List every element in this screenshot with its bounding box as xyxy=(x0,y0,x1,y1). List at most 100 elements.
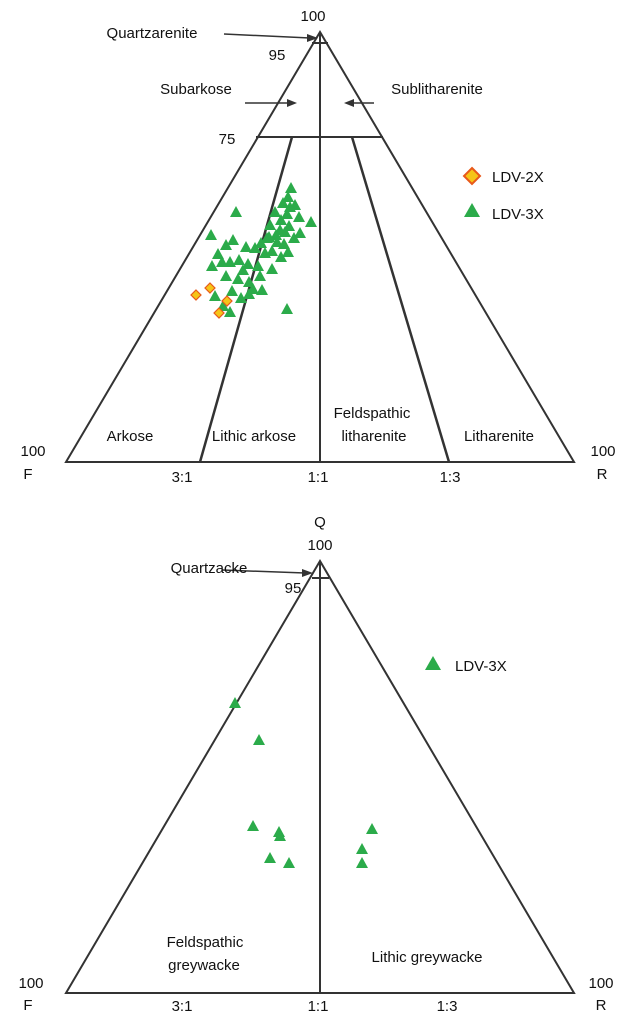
ldv-3x-marker xyxy=(205,229,217,240)
ldv-3x-marker xyxy=(235,292,247,303)
ldv-3x-marker xyxy=(220,270,232,281)
field-lithic-arkose: Lithic arkose xyxy=(212,428,296,445)
ldv-3x-marker xyxy=(366,823,378,834)
ternary-diagram-qfr-greywacke: Q 100 95 Quartzacke Feldspathic greywack… xyxy=(18,514,613,1015)
quartzarenite-label: Quartzarenite xyxy=(107,25,198,42)
ldv-3x-marker xyxy=(282,246,294,257)
legend-marker-ldv-2x xyxy=(462,166,482,186)
line-1-3 xyxy=(350,136,451,463)
field-lithic-greywacke: Lithic greywacke xyxy=(372,949,483,966)
ldv-3x-marker xyxy=(278,238,290,249)
ldv-3x-marker xyxy=(305,216,317,227)
right-corner-value: 100 xyxy=(588,975,613,992)
base-tick-1-3: 1:3 xyxy=(440,469,461,486)
field-feldspathic-greywacke-line2: greywacke xyxy=(168,957,240,974)
field-arkose: Arkose xyxy=(107,428,154,445)
ldv-3x-marker xyxy=(275,251,287,262)
ldv-3x-marker xyxy=(266,245,278,256)
ldv-3x-marker xyxy=(243,276,255,287)
legend: LDV-2X LDV-3X xyxy=(462,166,544,223)
field-litharenite: Litharenite xyxy=(464,428,534,445)
ldv-3x-marker xyxy=(233,254,245,265)
ldv-3x-marker xyxy=(206,260,218,271)
apex-value: 100 xyxy=(300,8,325,25)
base-tick-1-3: 1:3 xyxy=(437,998,458,1015)
ldv-3x-marker xyxy=(232,273,244,284)
ldv-3x-marker xyxy=(270,229,282,240)
ldv-3x-marker xyxy=(230,206,242,217)
ldv-3x-marker xyxy=(274,830,286,841)
ldv-3x-marker xyxy=(356,857,368,868)
field-feldspathic-litharenite-line1: Feldspathic xyxy=(334,405,411,422)
right-corner-value: 100 xyxy=(590,443,615,460)
ldv-3x-marker xyxy=(266,263,278,274)
quartzacke-arrow xyxy=(221,569,306,574)
ldv-2x-marker xyxy=(190,289,202,301)
quartzacke-arrowhead xyxy=(302,569,313,577)
ldv-3x-marker xyxy=(269,206,281,217)
label-75: 75 xyxy=(219,131,236,148)
base-tick-3-1: 3:1 xyxy=(172,469,193,486)
ldv-3x-marker xyxy=(216,256,228,267)
ldv-3x-marker xyxy=(356,843,368,854)
field-feldspathic-litharenite-line2: litharenite xyxy=(341,428,406,445)
ldv-3x-marker xyxy=(263,231,275,242)
subarkose-arrowhead xyxy=(287,99,297,107)
ldv-3x-marker xyxy=(224,306,236,317)
ldv-3x-marker xyxy=(281,208,293,219)
ldv-3x-marker xyxy=(283,857,295,868)
ldv-3x-marker xyxy=(275,214,287,225)
legend-label-ldv-2x: LDV-2X xyxy=(492,169,544,186)
label-95: 95 xyxy=(269,47,286,64)
data-points-diagram2 xyxy=(229,697,378,868)
ldv-2x-marker xyxy=(204,282,216,294)
ldv-3x-marker xyxy=(282,191,294,202)
ldv-3x-marker xyxy=(243,288,255,299)
right-corner-label: R xyxy=(596,997,607,1014)
base-tick-1-1: 1:1 xyxy=(308,469,329,486)
legend-marker-ldv-3x xyxy=(425,656,441,670)
left-corner-value: 100 xyxy=(20,443,45,460)
ldv-3x-marker xyxy=(247,820,259,831)
left-corner-value: 100 xyxy=(18,975,43,992)
ldv-3x-marker xyxy=(253,734,265,745)
legend-label-ldv-3x: LDV-3X xyxy=(455,658,507,675)
sublitharenite-label: Sublitharenite xyxy=(391,81,483,98)
left-corner-label: F xyxy=(23,997,32,1014)
ldv-3x-marker xyxy=(284,201,296,212)
right-corner-label: R xyxy=(597,466,608,483)
ternary-diagram-qfr-sandstone: 100 95 75 Quartzarenite Subarkose Sublit… xyxy=(20,8,615,486)
ldv-3x-marker xyxy=(255,237,267,248)
field-feldspathic-greywacke-line1: Feldspathic xyxy=(167,934,244,951)
legend-marker-ldv-3x xyxy=(464,203,480,217)
ldv-3x-marker xyxy=(224,256,236,267)
ldv-3x-marker xyxy=(264,852,276,863)
ldv-3x-marker xyxy=(271,236,283,247)
ldv-2x-marker xyxy=(213,307,225,319)
ldv-3x-marker xyxy=(281,303,293,314)
ldv-3x-marker xyxy=(249,242,261,253)
ldv-3x-marker xyxy=(279,226,291,237)
data-points-diagram1 xyxy=(190,182,317,319)
quartzacke-label: Quartzacke xyxy=(171,560,248,577)
ldv-3x-marker xyxy=(294,227,306,238)
left-corner-label: F xyxy=(23,466,32,483)
ldv-2x-marker xyxy=(221,295,233,307)
apex-label: Q xyxy=(314,514,326,531)
ldv-3x-marker xyxy=(220,239,232,250)
ldv-3x-marker xyxy=(285,182,297,193)
ldv-3x-marker xyxy=(277,197,289,208)
base-tick-1-1: 1:1 xyxy=(308,998,329,1015)
ldv-3x-marker xyxy=(240,241,252,252)
label-95: 95 xyxy=(285,580,302,597)
ldv-3x-marker xyxy=(242,258,254,269)
subarkose-label: Subarkose xyxy=(160,81,232,98)
ldv-3x-marker xyxy=(288,232,300,243)
quartzarenite-arrow xyxy=(223,33,311,39)
apex-value: 100 xyxy=(307,537,332,554)
ldv-3x-marker xyxy=(226,285,238,296)
line-3-1 xyxy=(198,136,294,463)
ldv-3x-marker xyxy=(212,248,224,259)
legend-label-ldv-3x: LDV-3X xyxy=(492,206,544,223)
